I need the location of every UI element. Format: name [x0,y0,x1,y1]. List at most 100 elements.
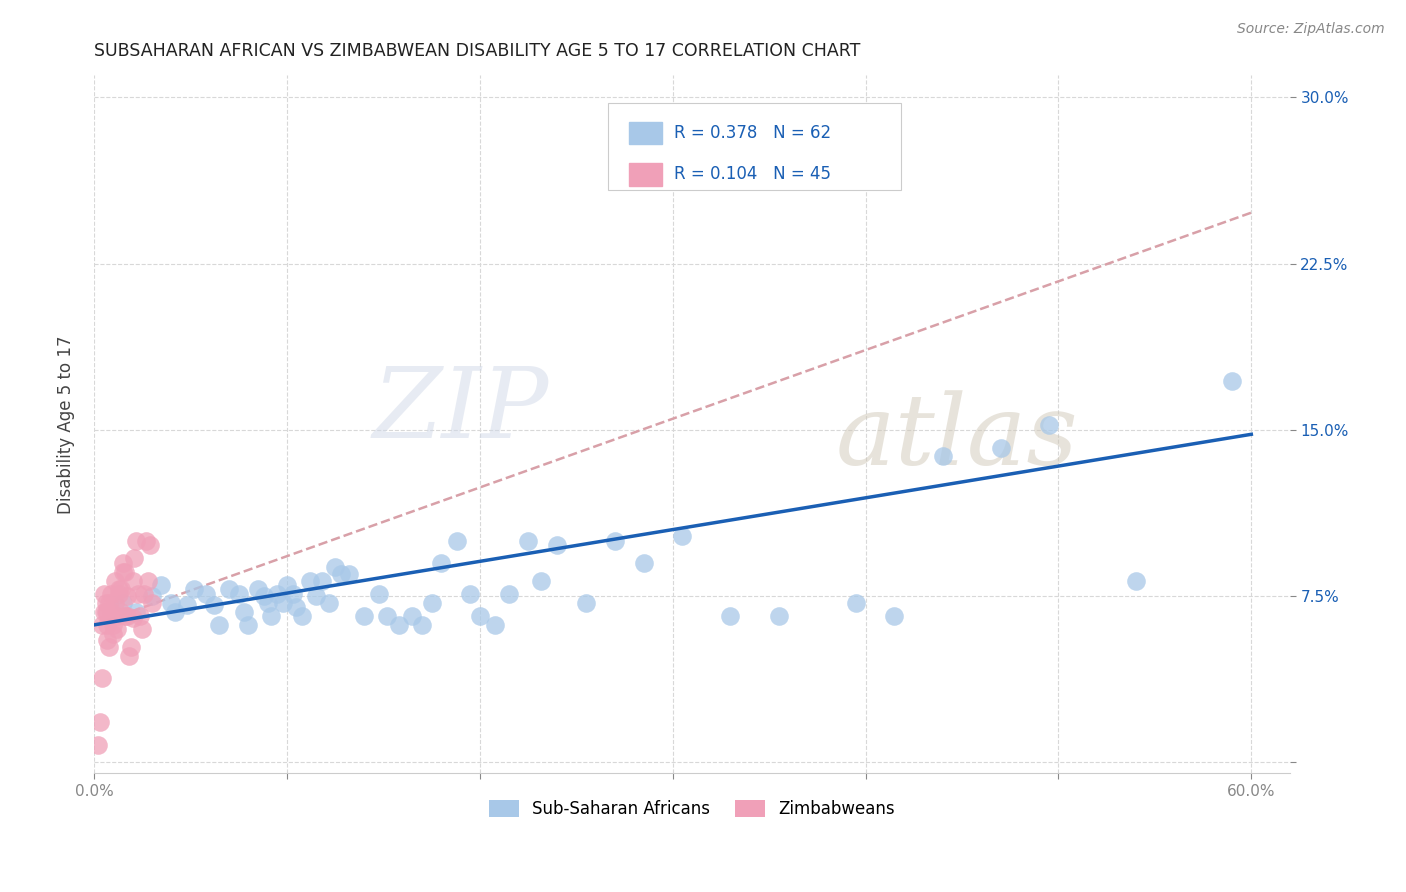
Point [176,598,198,612]
Point [883,609,905,624]
Point [671,529,693,543]
Point [150,578,173,592]
Point [411,618,433,632]
Point [100,587,122,601]
Point [87,738,110,752]
Text: R = 0.104   N = 45: R = 0.104 N = 45 [673,165,831,184]
Point [1125,574,1147,588]
Point [1220,374,1243,388]
Point [208,618,231,632]
Point [160,596,183,610]
Point [108,587,131,601]
Point [401,609,423,624]
Point [105,623,128,637]
Point [103,618,125,632]
Point [141,589,163,603]
Point [835,108,858,122]
Point [311,574,333,588]
Point [104,574,127,588]
Point [114,565,136,579]
Point [388,618,411,632]
Point [256,596,278,610]
Point [575,596,598,610]
Point [139,538,162,552]
Point [353,609,375,624]
Point [218,582,240,597]
Point [93,605,115,619]
Point [90,671,112,685]
Point [111,565,134,579]
FancyBboxPatch shape [609,103,901,190]
Point [94,596,117,610]
Point [318,596,340,610]
Point [516,533,538,548]
Point [120,640,142,654]
Point [271,596,294,610]
Point [96,618,118,632]
Point [253,589,276,603]
Point [136,574,159,588]
Point [96,633,118,648]
Point [105,609,128,624]
Point [108,582,131,597]
Point [546,538,568,552]
Point [603,533,626,548]
Point [110,582,132,597]
Point [93,587,115,601]
Point [100,605,122,619]
Point [129,609,152,624]
Point [266,587,288,601]
Point [446,533,468,548]
Point [931,450,953,464]
Point [183,582,205,597]
Point [291,609,314,624]
Point [98,640,121,654]
Point [323,560,346,574]
Point [530,574,553,588]
Point [430,556,453,570]
Point [498,587,520,601]
Point [202,598,225,612]
Point [238,618,260,632]
Point [114,609,136,624]
Point [246,582,269,597]
Point [484,618,506,632]
Point [131,623,153,637]
Point [468,609,491,624]
Y-axis label: Disability Age 5 to 17: Disability Age 5 to 17 [58,335,75,514]
Point [124,551,146,566]
Text: Source: ZipAtlas.com: Source: ZipAtlas.com [1237,22,1385,37]
Point [121,611,143,625]
Point [115,589,138,603]
Point [298,574,321,588]
Point [135,533,157,548]
Point [132,587,155,601]
Point [111,596,134,610]
Point [98,596,121,610]
Point [115,609,138,624]
Point [194,587,217,601]
Point [329,566,352,581]
Point [104,596,127,610]
Point [125,533,148,548]
Point [121,574,143,588]
Point [89,715,111,730]
Point [96,605,118,619]
Point [141,596,163,610]
Point [163,605,186,619]
FancyBboxPatch shape [628,122,662,145]
Point [337,566,360,581]
FancyBboxPatch shape [628,163,662,186]
Point [90,618,112,632]
Point [276,578,298,592]
Text: atlas: atlas [835,391,1078,486]
Point [110,605,132,619]
Legend: Sub-Saharan Africans, Zimbabweans: Sub-Saharan Africans, Zimbabweans [482,793,901,824]
Point [845,596,868,610]
Text: SUBSAHARAN AFRICAN VS ZIMBABWEAN DISABILITY AGE 5 TO 17 CORRELATION CHART: SUBSAHARAN AFRICAN VS ZIMBABWEAN DISABIL… [94,42,860,60]
Point [103,627,125,641]
Point [111,556,134,570]
Point [94,605,117,619]
Text: R = 0.378   N = 62: R = 0.378 N = 62 [673,124,831,142]
Point [125,605,148,619]
